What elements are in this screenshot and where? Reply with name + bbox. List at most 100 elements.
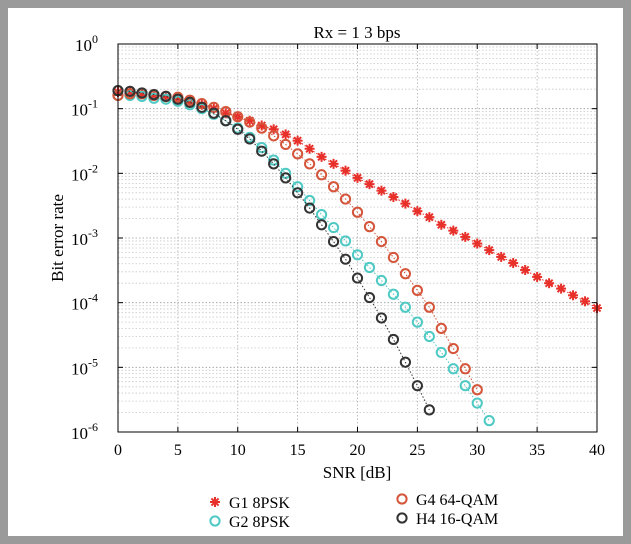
data-point bbox=[435, 346, 447, 359]
data-point bbox=[508, 258, 519, 269]
x-tick-label: 20 bbox=[350, 442, 366, 459]
data-point bbox=[364, 179, 375, 190]
data-point bbox=[483, 415, 495, 427]
data-point bbox=[160, 90, 172, 102]
data-point bbox=[363, 261, 376, 274]
data-point bbox=[544, 278, 555, 289]
x-tick-label: 30 bbox=[469, 442, 485, 459]
x-tick-label: 15 bbox=[290, 442, 306, 459]
data-point bbox=[196, 101, 208, 113]
x-tick-label: 40 bbox=[589, 442, 605, 459]
data-point bbox=[460, 231, 471, 242]
data-point bbox=[363, 221, 376, 233]
data-point bbox=[435, 322, 447, 335]
data-point bbox=[304, 158, 316, 170]
data-point bbox=[208, 101, 220, 113]
data-point bbox=[375, 312, 388, 324]
data-point bbox=[568, 290, 579, 301]
data-point bbox=[292, 135, 303, 146]
legend-item: G4 64-QAM bbox=[396, 492, 498, 509]
data-point bbox=[471, 397, 483, 409]
data-point bbox=[471, 384, 483, 396]
legend-marker bbox=[396, 493, 408, 505]
data-point bbox=[292, 148, 304, 160]
data-point bbox=[424, 212, 435, 223]
axis-ticks: 0 5 10 15 20 25 30 35 40 100 10-1 10-2 10-3 10-4 10-5 1… bbox=[71, 32, 605, 459]
y-tick-label: 10-6 bbox=[71, 420, 98, 443]
data-point bbox=[423, 301, 435, 313]
data-point bbox=[327, 221, 340, 234]
data-point bbox=[339, 253, 352, 265]
legend-label: G2 8PSK bbox=[229, 514, 290, 531]
data-point bbox=[232, 111, 244, 123]
data-point bbox=[459, 380, 471, 392]
data-point bbox=[412, 206, 423, 217]
chart-title: Rx = 1 3 bps bbox=[313, 23, 400, 42]
data-point bbox=[124, 85, 136, 97]
legend: G1 8PSK G2 8PSK G4 64-QAM H4 16-QAM bbox=[209, 492, 498, 531]
data-point bbox=[423, 404, 435, 416]
data-point bbox=[411, 284, 423, 296]
data-point bbox=[423, 330, 435, 343]
data-point bbox=[256, 122, 268, 134]
data-point bbox=[399, 301, 411, 313]
data-point bbox=[363, 291, 376, 304]
data-point bbox=[232, 123, 244, 135]
series-3 bbox=[112, 85, 435, 416]
data-point bbox=[196, 97, 208, 110]
data-point bbox=[220, 115, 232, 127]
data-point bbox=[496, 251, 507, 262]
data-point bbox=[268, 130, 280, 142]
legend-item: H4 16-QAM bbox=[396, 511, 498, 528]
data-point bbox=[292, 181, 304, 193]
legend-label: H4 16-QAM bbox=[416, 511, 498, 528]
data-point bbox=[172, 93, 184, 105]
data-point bbox=[327, 235, 340, 248]
data-point bbox=[328, 158, 339, 169]
y-tick-label: 10-5 bbox=[71, 355, 98, 378]
data-point bbox=[208, 107, 220, 119]
data-point bbox=[351, 249, 364, 261]
data-point bbox=[400, 198, 411, 209]
legend-item: G2 8PSK bbox=[209, 514, 290, 531]
x-tick-label: 0 bbox=[114, 442, 122, 459]
y-tick-label: 10-2 bbox=[71, 161, 98, 184]
data-point bbox=[387, 288, 400, 300]
x-tick-label: 5 bbox=[174, 442, 182, 459]
data-point bbox=[316, 151, 327, 162]
data-point bbox=[256, 141, 268, 154]
data-point bbox=[375, 274, 388, 287]
data-point bbox=[448, 225, 459, 236]
grid-lines bbox=[118, 44, 597, 433]
y-tick-label: 10-1 bbox=[71, 97, 98, 120]
data-point bbox=[280, 129, 291, 140]
data-point bbox=[280, 172, 292, 184]
legend-marker bbox=[210, 497, 220, 507]
data-point bbox=[327, 181, 340, 193]
data-series bbox=[112, 85, 602, 427]
data-point bbox=[472, 238, 483, 249]
x-tick-label: 35 bbox=[529, 442, 545, 459]
data-point bbox=[315, 169, 328, 181]
y-tick-label: 100 bbox=[75, 32, 98, 55]
data-point bbox=[148, 89, 160, 101]
data-point bbox=[484, 245, 495, 256]
data-point bbox=[184, 96, 196, 108]
legend-item: G1 8PSK bbox=[210, 495, 290, 512]
data-point bbox=[268, 154, 280, 166]
data-point bbox=[292, 187, 304, 199]
series-line bbox=[117, 93, 478, 391]
data-point bbox=[387, 333, 400, 346]
data-point bbox=[447, 342, 459, 355]
data-point bbox=[244, 133, 256, 145]
data-point bbox=[411, 380, 423, 392]
data-point bbox=[459, 363, 471, 375]
data-point bbox=[315, 219, 328, 231]
data-point bbox=[339, 235, 352, 247]
data-point bbox=[340, 165, 351, 176]
data-point bbox=[580, 296, 591, 307]
data-point bbox=[136, 87, 148, 99]
